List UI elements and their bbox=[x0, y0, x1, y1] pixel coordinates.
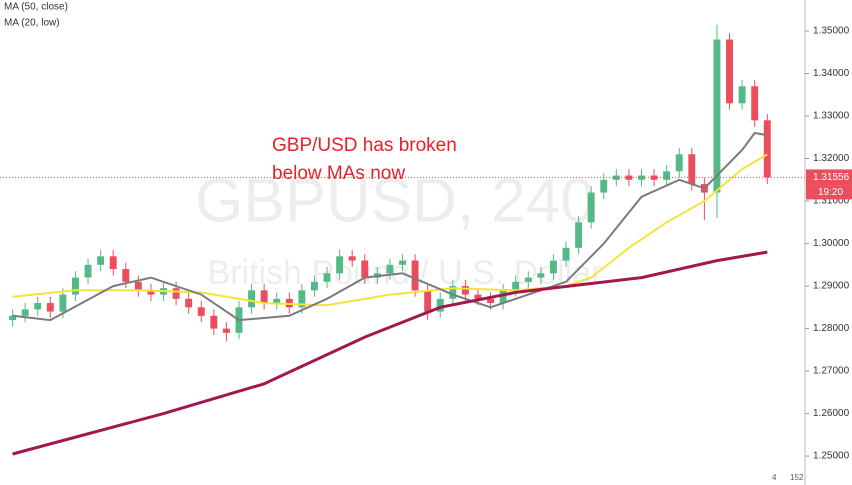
candle-body bbox=[738, 86, 746, 104]
candle-body bbox=[323, 273, 331, 282]
candle-body bbox=[587, 192, 595, 223]
candle-body bbox=[172, 288, 180, 299]
legend-entry: MA (20, low) bbox=[4, 18, 60, 29]
candle-body bbox=[625, 175, 633, 180]
corner-count: 4 bbox=[772, 473, 777, 482]
candle-body bbox=[461, 286, 469, 295]
candle-body bbox=[210, 315, 218, 329]
candle-body bbox=[260, 290, 268, 304]
candle-body bbox=[197, 307, 205, 316]
candle-body bbox=[147, 290, 155, 295]
candle-body bbox=[638, 175, 645, 180]
candle-body bbox=[612, 175, 620, 180]
candle-body bbox=[549, 260, 557, 274]
moving-average-line bbox=[12, 153, 768, 307]
y-tick-label: 1.27000 bbox=[813, 366, 850, 377]
moving-average-line bbox=[12, 250, 768, 456]
corner-count: 152 bbox=[790, 473, 804, 482]
candle-body bbox=[386, 264, 394, 274]
candle-body bbox=[663, 171, 671, 180]
y-tick-label: 1.29000 bbox=[813, 281, 850, 292]
candle-body bbox=[310, 281, 318, 291]
candle-body bbox=[122, 269, 130, 282]
candle-body bbox=[97, 256, 105, 265]
candle-body bbox=[72, 277, 79, 295]
legend-entry: MA (50, close) bbox=[4, 2, 68, 13]
candle-body bbox=[399, 260, 406, 265]
candle-body bbox=[109, 256, 117, 270]
candle-body bbox=[688, 154, 696, 185]
candle-body bbox=[575, 222, 583, 248]
watermark-description: British Pound / U.S. Dollar bbox=[208, 254, 603, 292]
countdown-box bbox=[806, 185, 852, 200]
candle-body bbox=[46, 303, 54, 312]
y-tick-label: 1.25000 bbox=[813, 451, 850, 462]
y-tick-label: 1.30000 bbox=[813, 238, 850, 249]
candle-body bbox=[248, 290, 256, 308]
candle-body bbox=[449, 286, 457, 299]
candle-body bbox=[273, 298, 281, 304]
y-tick-label: 1.32000 bbox=[813, 153, 850, 164]
y-tick-label: 1.26000 bbox=[813, 408, 850, 419]
candle-body bbox=[361, 260, 369, 278]
candle-body bbox=[134, 281, 142, 291]
candle-body bbox=[600, 179, 608, 193]
candle-body bbox=[562, 247, 570, 261]
candle-body bbox=[222, 328, 230, 333]
candle-body bbox=[411, 260, 419, 291]
candle-body bbox=[713, 39, 721, 193]
candle-body bbox=[675, 154, 683, 172]
candle-body bbox=[524, 277, 532, 282]
candle-body bbox=[348, 256, 356, 261]
y-tick-label: 1.28000 bbox=[813, 323, 850, 334]
candle-body bbox=[726, 39, 733, 104]
y-tick-label: 1.35000 bbox=[813, 26, 850, 37]
candle-body bbox=[512, 281, 520, 291]
last-price-box bbox=[806, 169, 852, 186]
candle-body bbox=[424, 290, 432, 312]
candle-body bbox=[336, 256, 344, 274]
plot-area bbox=[9, 24, 771, 456]
candle-body bbox=[9, 315, 17, 321]
candle-body bbox=[763, 120, 771, 178]
candle-body bbox=[34, 303, 42, 310]
candle-body bbox=[298, 290, 306, 308]
y-tick-label: 1.31000 bbox=[813, 196, 850, 207]
candle-body bbox=[751, 86, 759, 121]
candle-body bbox=[487, 298, 495, 304]
annotation: below MAs now bbox=[272, 163, 405, 184]
moving-average-line bbox=[12, 131, 768, 322]
countdown-label: 19:20 bbox=[818, 187, 843, 198]
candle-body bbox=[436, 298, 444, 312]
annotation: GBP/USD has broken bbox=[272, 135, 457, 156]
candle-body bbox=[537, 273, 545, 278]
candle-body bbox=[474, 294, 482, 299]
candle-body bbox=[84, 264, 92, 278]
last-price-label: 1.31556 bbox=[813, 172, 850, 183]
y-tick-label: 1.34000 bbox=[813, 68, 850, 79]
candle-body bbox=[185, 298, 193, 308]
y-tick-label: 1.33000 bbox=[813, 111, 850, 122]
candle-body bbox=[59, 294, 67, 312]
candle-body bbox=[499, 290, 507, 304]
candle-body bbox=[21, 309, 29, 316]
